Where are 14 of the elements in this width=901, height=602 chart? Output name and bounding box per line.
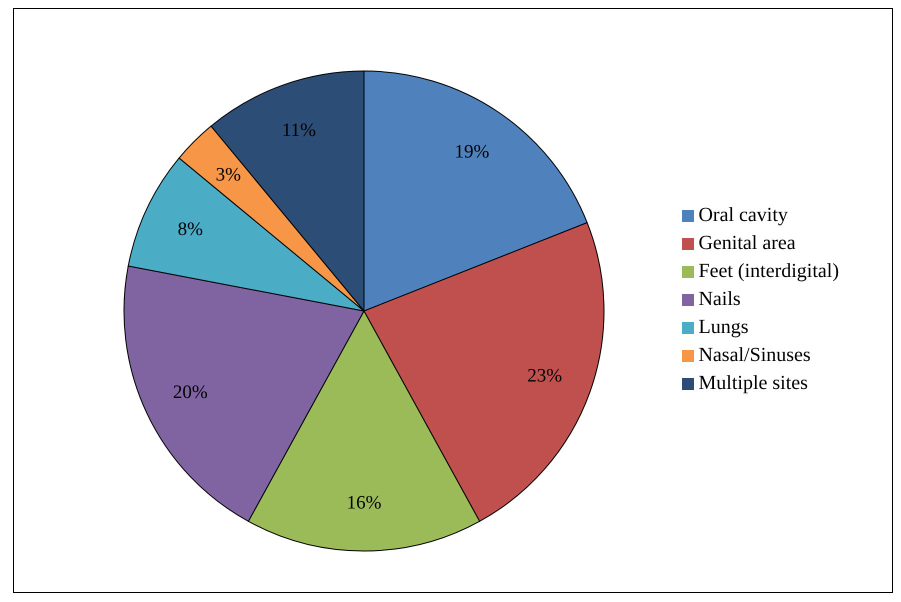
data-label: 23% <box>527 366 562 387</box>
data-label: 20% <box>172 382 208 404</box>
legend-label: Multiple sites <box>698 372 808 394</box>
legend-label: Lungs <box>698 316 748 338</box>
legend-label: Feet (interdigital) <box>698 260 839 282</box>
data-label: 11% <box>282 120 316 141</box>
data-label: 8% <box>178 218 204 240</box>
legend-label: Nasal/Sinuses <box>698 344 811 366</box>
data-label: 19% <box>454 142 490 163</box>
data-label: 3% <box>216 164 242 186</box>
legend-label: Genital area <box>698 232 796 254</box>
data-label: 16% <box>346 492 382 514</box>
legend-label: Oral cavity <box>698 204 788 226</box>
legend-label: Nails <box>698 288 741 310</box>
